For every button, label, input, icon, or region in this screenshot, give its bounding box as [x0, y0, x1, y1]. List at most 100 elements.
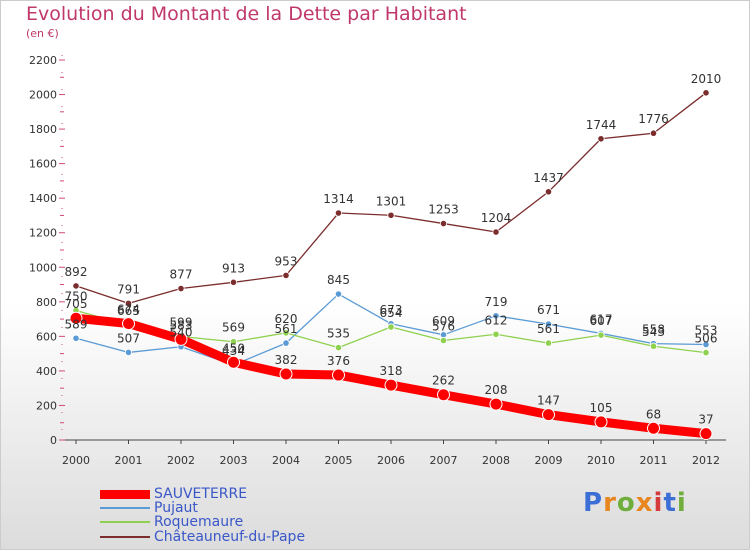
data-point — [282, 339, 290, 347]
data-point — [124, 299, 133, 307]
x-tick-label: 2007 — [430, 454, 458, 467]
data-label: 68 — [646, 407, 661, 421]
data-point — [649, 129, 658, 137]
y-tick-label: 200 — [36, 399, 57, 412]
data-label: 434 — [222, 344, 245, 358]
data-point — [279, 367, 293, 381]
data-label: 609 — [432, 314, 455, 328]
data-label: 569 — [222, 321, 245, 335]
data-label: 576 — [432, 320, 455, 334]
y-tick-label: 400 — [36, 365, 57, 378]
data-point — [177, 284, 185, 293]
data-point — [227, 355, 240, 369]
data-point — [492, 330, 500, 338]
data-point — [69, 311, 83, 325]
data-label: 1744 — [586, 118, 617, 132]
data-label: 705 — [65, 297, 88, 311]
data-label: 617 — [590, 312, 613, 326]
data-point — [699, 427, 713, 441]
logo-letter: x — [635, 488, 654, 518]
data-label: 671 — [537, 303, 560, 317]
data-label: 589 — [65, 317, 88, 331]
data-label: 553 — [695, 323, 718, 337]
data-point — [647, 421, 660, 435]
data-point — [229, 278, 238, 286]
data-label: 37 — [698, 413, 713, 427]
data-point — [702, 89, 710, 97]
logo-letter: P — [583, 488, 604, 518]
data-point — [492, 312, 500, 320]
y-tick-label: 800 — [36, 296, 57, 309]
data-point — [384, 378, 398, 392]
x-tick-label: 2004 — [272, 454, 300, 467]
y-tick-label: 0 — [50, 434, 57, 447]
data-label: 262 — [432, 374, 455, 388]
data-label: 535 — [327, 327, 350, 341]
x-tick-label: 2011 — [640, 454, 668, 467]
data-label: 1301 — [376, 194, 407, 208]
data-label: 105 — [590, 401, 613, 415]
x-tick-label: 2002 — [167, 454, 195, 467]
data-point — [702, 340, 710, 349]
data-point — [542, 408, 555, 422]
x-tick-label: 2001 — [115, 454, 143, 467]
data-label: 506 — [695, 332, 718, 346]
proxiti-logo: Proxiti — [583, 488, 687, 518]
y-tick-label: 1400 — [29, 192, 57, 205]
data-label: 877 — [170, 268, 193, 282]
data-point — [72, 282, 80, 290]
data-point — [544, 339, 553, 347]
x-tick-label: 2010 — [587, 454, 615, 467]
data-label: 913 — [222, 261, 245, 275]
data-label: 674 — [117, 303, 140, 317]
data-label: 147 — [537, 394, 560, 408]
data-point — [544, 188, 553, 196]
logo-letter: o — [616, 488, 636, 518]
data-label: 1776 — [638, 112, 669, 126]
legend-swatch — [100, 507, 150, 509]
data-point — [174, 332, 188, 346]
x-tick-label: 2008 — [482, 454, 510, 467]
logo-letter: t — [663, 488, 677, 518]
legend-label: Roquemaure — [154, 514, 244, 530]
x-tick-label: 2000 — [62, 454, 90, 467]
data-label: 892 — [65, 265, 88, 279]
data-label: 583 — [170, 318, 193, 332]
logo-letter: i — [653, 488, 664, 518]
data-label: 450 — [222, 341, 245, 355]
y-tick-label: 1600 — [29, 158, 57, 171]
data-label: 750 — [65, 289, 88, 303]
data-label: 791 — [117, 282, 140, 296]
data-point — [334, 343, 343, 352]
legend-label: Pujaut — [154, 500, 198, 516]
data-point — [437, 388, 450, 402]
data-point — [594, 415, 608, 429]
chart-subtitle: (en €) — [26, 27, 59, 40]
data-label: 665 — [117, 304, 140, 318]
x-tick-label: 2006 — [377, 454, 405, 467]
data-point — [702, 348, 710, 357]
y-tick-label: 1200 — [29, 227, 57, 240]
data-label: 673 — [380, 303, 403, 317]
data-label: 543 — [642, 325, 665, 339]
x-tick-label: 2012 — [692, 454, 720, 467]
legend-swatch — [100, 536, 150, 538]
data-label: 208 — [485, 383, 508, 397]
legend-label: Châteauneuf-du-Pape — [154, 529, 306, 545]
data-label: 382 — [275, 353, 298, 367]
y-tick-label: 1000 — [29, 261, 57, 274]
chart-title: Evolution du Montant de la Dette par Hab… — [26, 3, 467, 25]
data-label: 1314 — [323, 192, 354, 206]
data-point — [282, 271, 290, 279]
data-label: 612 — [485, 313, 508, 327]
data-point — [597, 135, 605, 143]
data-point — [597, 331, 605, 339]
data-label: 607 — [590, 314, 613, 328]
data-point — [282, 329, 290, 337]
data-label: 1253 — [428, 203, 459, 217]
data-label: 620 — [275, 312, 298, 326]
data-labels-layer: 892 791 877 913 953 1314 1301 1253 1204 1437 1744 1… — [65, 72, 722, 427]
logo-letter: r — [603, 488, 617, 518]
legend-label: SAUVETERRE — [154, 486, 248, 502]
